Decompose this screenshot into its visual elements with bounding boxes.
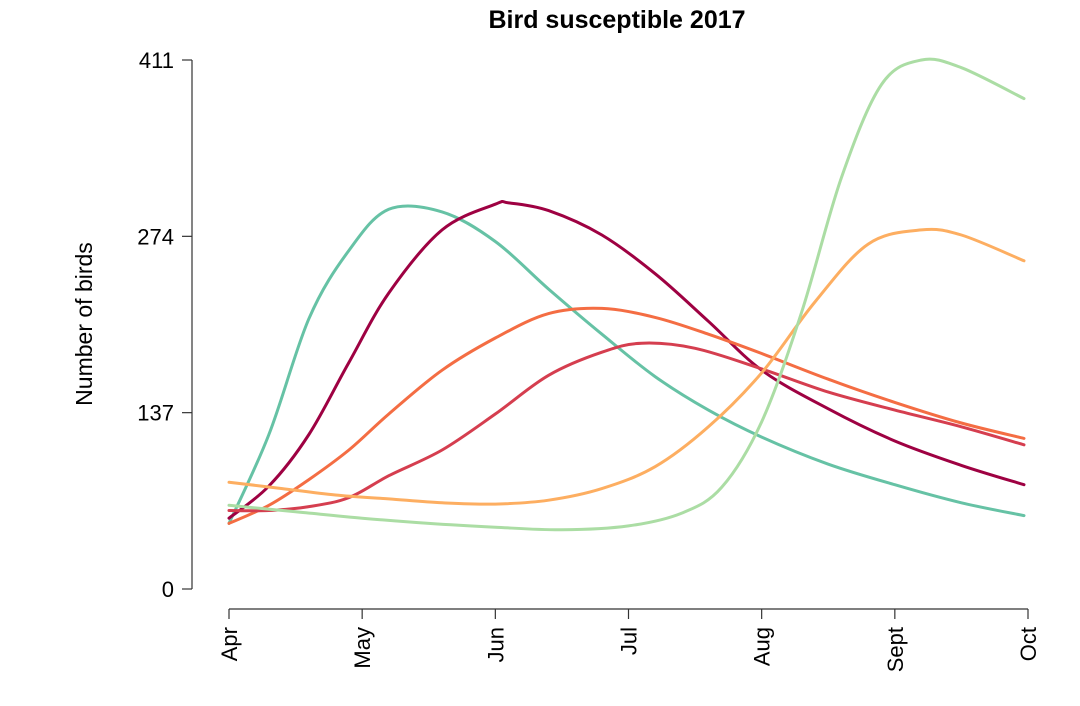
series-group [227, 57, 1026, 532]
x-tick-label: Jun [483, 627, 508, 662]
x-axis: Apr May Jun Jul Aug Sept Oct [217, 608, 1041, 672]
y-axis: 0 137 274 411 [137, 48, 193, 602]
x-tick-label: Apr [217, 627, 242, 661]
x-tick-label: Aug [750, 627, 775, 666]
x-tick-label: Sept [883, 627, 908, 672]
series-line-6 [227, 57, 1026, 532]
y-tick-label: 411 [139, 48, 174, 73]
series-line-2 [227, 199, 1026, 520]
y-tick-label: 0 [162, 577, 174, 602]
y-tick-label: 137 [137, 401, 174, 426]
x-tick-label: Jul [617, 627, 642, 655]
x-tick-label: May [350, 627, 375, 669]
series-line-5 [227, 227, 1026, 506]
series-line-3 [227, 306, 1026, 525]
y-axis-label: Number of birds [71, 242, 97, 406]
chart-title: Bird susceptible 2017 [488, 6, 745, 34]
series-line-4 [227, 341, 1026, 513]
series-line-1 [227, 204, 1026, 525]
y-tick-label: 274 [137, 224, 174, 249]
x-tick-label: Oct [1016, 627, 1041, 661]
